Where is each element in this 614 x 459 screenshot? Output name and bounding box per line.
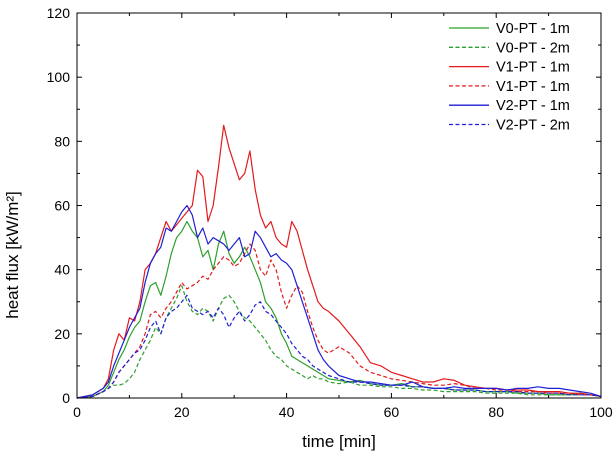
legend-label-2: V0-PT - 2m xyxy=(496,40,570,56)
legend-label-1: V0-PT - 1m xyxy=(496,21,570,37)
x-tick-label: 100 xyxy=(589,404,613,420)
y-tick-label: 20 xyxy=(54,326,70,342)
series-line-4 xyxy=(76,243,602,399)
x-tick-label: 60 xyxy=(384,404,400,420)
x-tick-label: 0 xyxy=(73,404,81,420)
axis-ticks: 0 20 40 60 80 100 0 20 40 60 80 100 120 xyxy=(47,5,613,420)
x-tick-label: 40 xyxy=(279,404,295,420)
legend-label-3: V1-PT - 1m xyxy=(496,60,570,76)
legend-label-4: V1-PT - 1m xyxy=(496,79,570,95)
series-line-2 xyxy=(76,285,602,399)
series-line-3 xyxy=(76,124,602,399)
y-tick-label: 0 xyxy=(62,390,70,406)
series-line-1 xyxy=(76,220,602,399)
x-tick-label: 80 xyxy=(488,404,504,420)
legend: V0-PT - 1m V0-PT - 2m V1-PT - 1m V1-PT - 1m… xyxy=(449,21,570,134)
y-axis-label: heat flux [kW/m²] xyxy=(3,191,22,319)
y-tick-label: 100 xyxy=(47,69,71,85)
legend-label-6: V2-PT - 2m xyxy=(496,118,570,134)
y-tick-label: 80 xyxy=(54,133,70,149)
y-tick-label: 40 xyxy=(54,262,70,278)
y-tick-label: 120 xyxy=(47,5,71,21)
legend-label-5: V2-PT - 1m xyxy=(496,98,570,114)
x-axis-label: time [min] xyxy=(302,432,376,451)
series-line-6 xyxy=(76,294,602,399)
y-tick-label: 60 xyxy=(54,198,70,214)
series-line-5 xyxy=(76,204,602,399)
x-tick-label: 20 xyxy=(174,404,190,420)
plot-area xyxy=(76,124,602,399)
